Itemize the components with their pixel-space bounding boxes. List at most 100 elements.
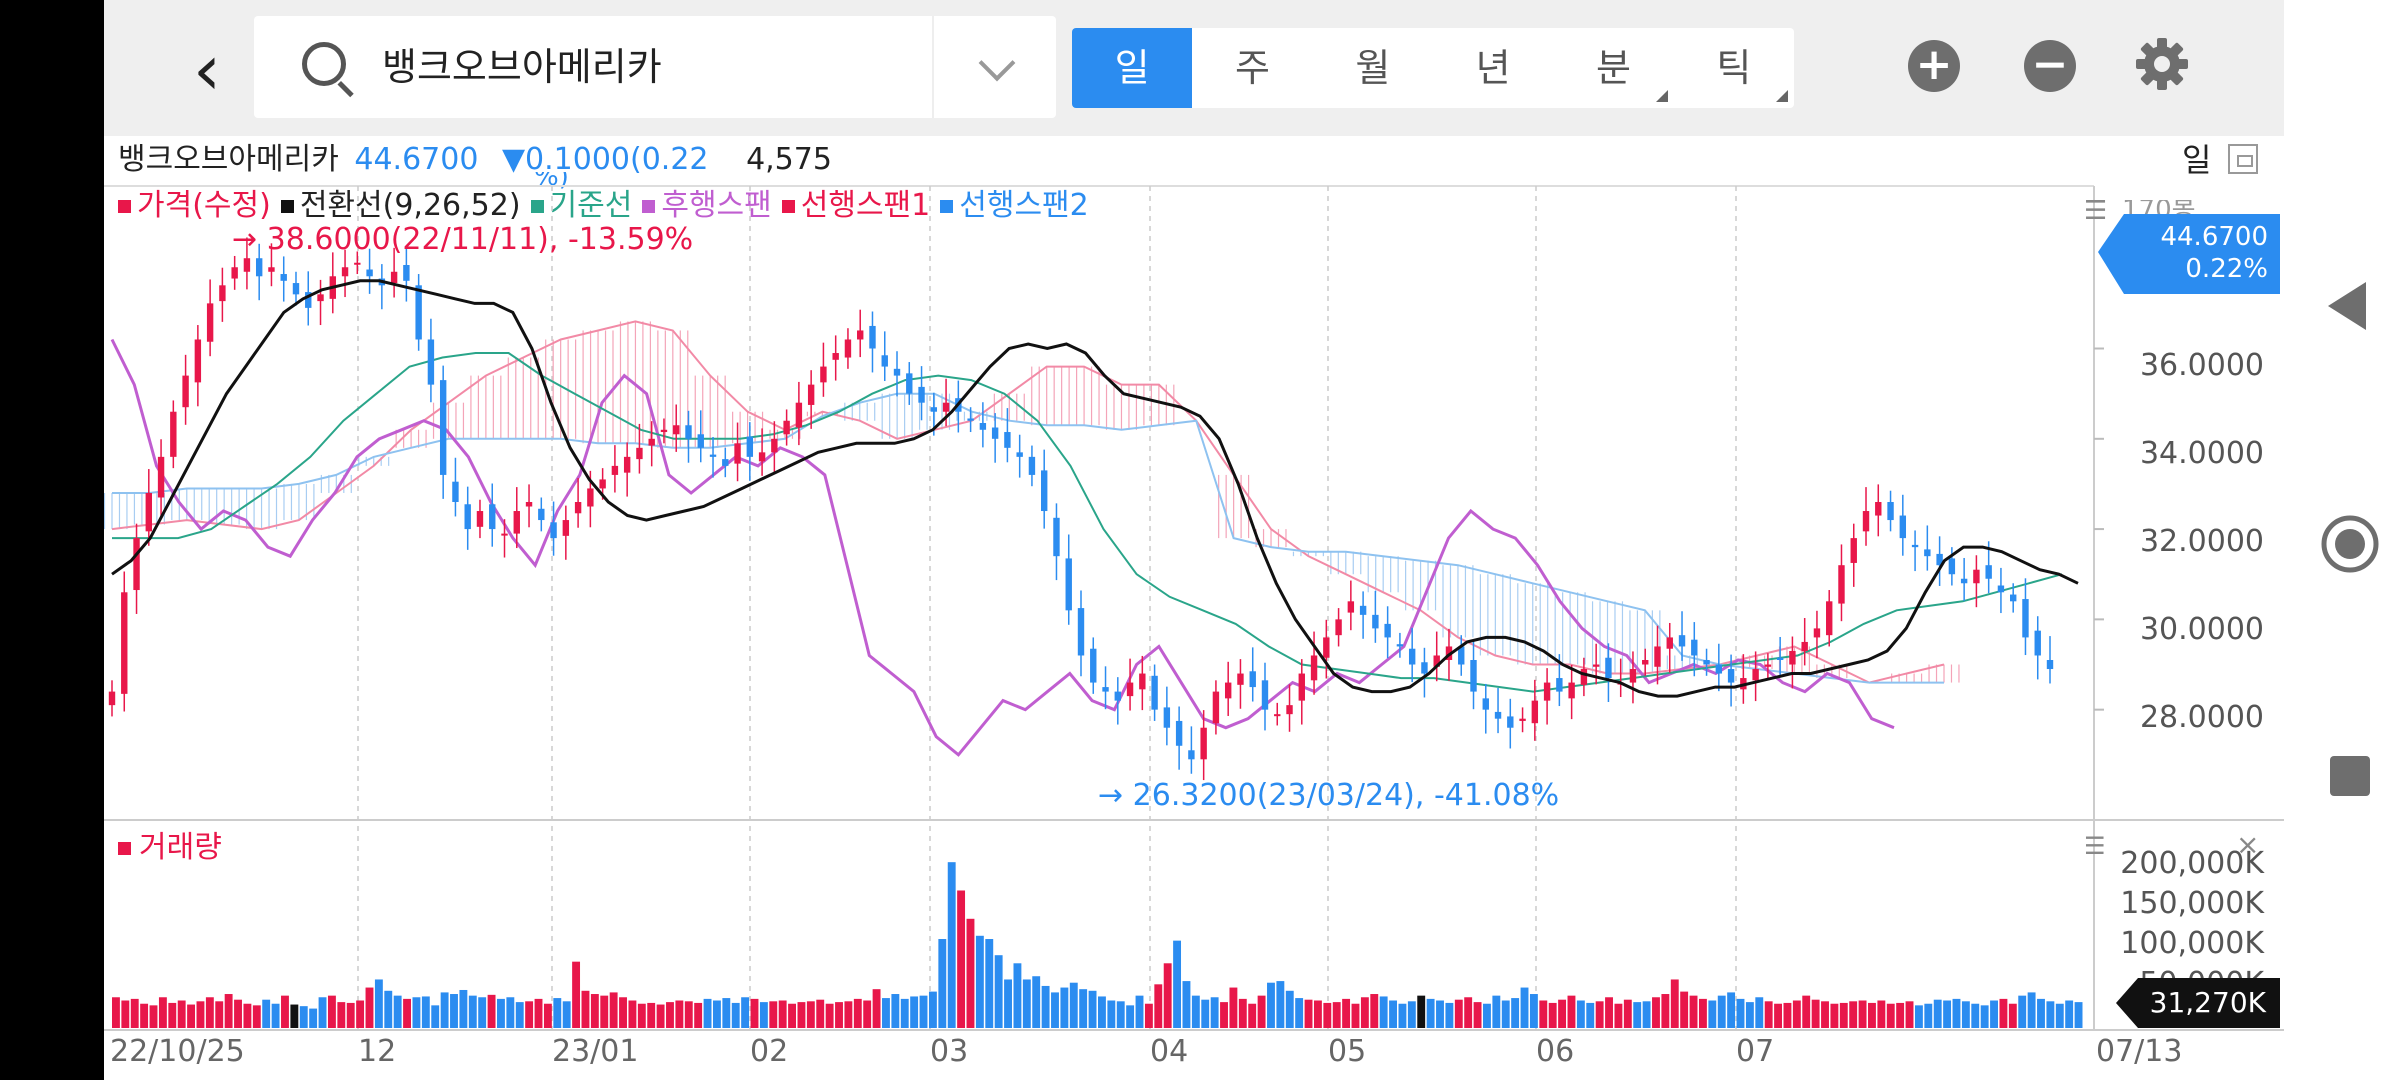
x-tick: 04 [1150,1034,1189,1069]
volume-bar [656,1004,665,1028]
candle-body [857,330,864,340]
volume-bar [1952,998,1961,1028]
volume-bar [675,1000,684,1028]
period-indicator: 일 [2182,141,2212,179]
volume-bar [788,1003,797,1028]
volume-bar [177,1000,186,1028]
volume-bar [1389,1000,1397,1028]
legend-item[interactable]: 선행스팬2 [940,188,1089,223]
candle-body [1310,655,1318,681]
ichimoku-chart[interactable] [104,0,2284,1080]
candle-body [1580,669,1588,685]
candle-body [206,303,214,342]
candle-body [1715,664,1723,674]
volume-bar [1229,987,1238,1028]
volume-bar [1811,999,1820,1028]
minus-circle-icon[interactable]: − [2024,40,2076,92]
candle-body [1151,675,1158,710]
chevron-left-icon[interactable]: ‹ [193,29,221,111]
search-icon[interactable] [302,42,346,86]
candle-body [1507,716,1514,728]
volume-bar [224,994,233,1028]
volume-bar [853,998,862,1028]
volume-bar [590,994,599,1028]
volume-bar [1933,999,1942,1028]
volume-bar [741,997,750,1028]
candle-body [1703,660,1710,665]
legend-swatch [280,200,294,213]
volume-bar [271,1003,280,1028]
volume-bar [910,996,919,1028]
tab-month[interactable]: 월 [1355,46,1391,90]
close-icon[interactable]: × [2236,828,2260,861]
volume-bar [694,1002,703,1028]
volume-bar [1098,996,1106,1028]
volume-bar [1961,1001,1970,1028]
candle-body [1274,714,1281,717]
volume-bar [1238,998,1247,1028]
candle-body [758,452,766,462]
tab-tick[interactable]: 틱 [1674,28,1794,108]
candle-body [182,375,189,408]
tab-week[interactable]: 주 [1235,46,1270,90]
candle-body [341,267,349,277]
candle-body [464,504,471,530]
volume-bar [1069,982,1078,1028]
candle-body [1249,671,1256,688]
legend-item[interactable]: 선행스팬1 [781,188,930,223]
volume-bar [2046,1001,2055,1028]
search-box[interactable]: 뱅크오브아메리카 [254,16,1056,118]
volume-bar [1558,999,1567,1028]
high-annotation: → 38.6000(22/11/11), -13.59% [232,222,694,257]
legend-item[interactable]: 기준선 [530,188,632,223]
volume-bar [1680,991,1689,1028]
volume-bar [309,1008,318,1028]
volume-bar [722,998,731,1028]
volume-title-label: 거래량 [139,830,222,865]
volume-bar [1501,1000,1510,1028]
x-tick: 03 [930,1034,969,1069]
triangle-back-icon[interactable] [2328,282,2368,330]
search-input[interactable]: 뱅크오브아메리카 [382,45,662,89]
candle-body [1077,608,1085,656]
candle-body [1408,648,1416,665]
tab-day[interactable]: 일 [1072,28,1193,108]
legend-item[interactable]: 전환선(9,26,52) [280,188,521,223]
volume-bar [1792,1000,1801,1028]
candle-body [1261,680,1269,710]
volume-bar [882,998,890,1028]
volume-bar [1755,997,1764,1028]
volume-bar [1126,1005,1135,1028]
volume-bar [797,1002,806,1028]
volume-bar [431,1005,440,1028]
circle-home-icon[interactable] [2320,514,2380,574]
plus-circle-icon[interactable]: + [1908,40,1960,92]
legend-item[interactable]: 가격(수정) [118,188,271,223]
x-tick: 07 [1736,1034,1775,1069]
volume-bar [835,1002,843,1028]
candle-body [121,592,128,694]
fullscreen-icon[interactable] [2228,144,2258,174]
candle-body [587,488,594,507]
tab-minute[interactable]: 분 [1553,28,1673,108]
volume-bar [572,961,581,1028]
volume-bar [1464,997,1473,1028]
volume-menu-icon[interactable]: ☰ [2084,832,2106,860]
legend-item[interactable]: 후행스팬 [642,188,772,223]
square-recent-icon[interactable] [2330,756,2370,796]
legend-menu-icon[interactable]: ☰ [2084,196,2108,222]
tab-year[interactable]: 년 [1475,46,1511,90]
volume-bar [750,998,759,1028]
y-tick-32: 32.0000 [2139,524,2264,559]
indicator-legend[interactable]: 가격(수정) 전환선(9,26,52) 기준선 후행스팬 선행스팬1 선행스팬2 [118,186,1099,226]
volume-bar [1332,1002,1341,1028]
candle-body [599,479,606,489]
volume-bar [609,992,618,1028]
gear-icon[interactable] [2134,36,2190,92]
volume-bar [318,997,327,1028]
volume-bar [403,998,411,1028]
volume-bar [919,995,928,1028]
volume-bar [2055,1003,2064,1028]
volume-bar [384,990,393,1028]
candle-body [525,502,533,507]
